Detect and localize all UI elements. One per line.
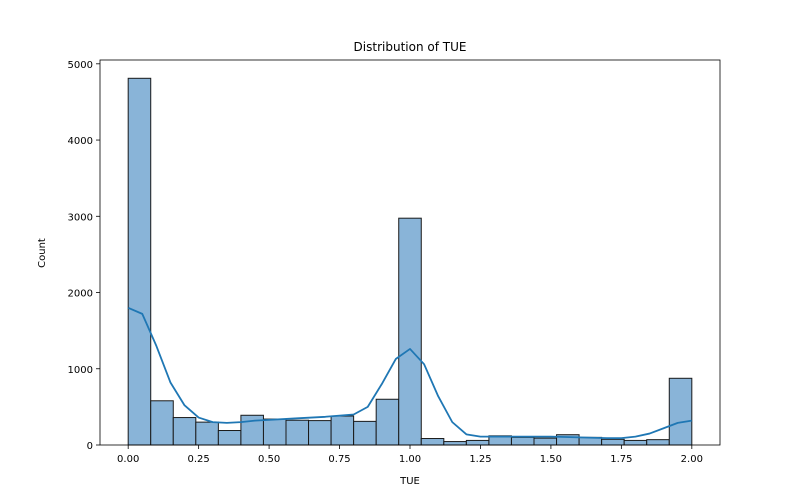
histogram-bars xyxy=(127,77,693,446)
x-tick-label: 0.25 xyxy=(188,454,210,465)
chart-title: Distribution of TUE xyxy=(354,40,467,54)
histogram-bar xyxy=(353,420,377,446)
x-tick-label: 1.50 xyxy=(540,454,562,465)
x-tick-label: 2.00 xyxy=(681,454,703,465)
kde-curve xyxy=(127,306,692,440)
x-tick-label: 1.25 xyxy=(469,454,491,465)
histogram-bar xyxy=(127,77,152,446)
x-axis-ticks: 0.00 0.25 0.50 0.75 1.00 1.25 1.50 1.75 2.00 xyxy=(117,445,703,465)
histogram-bar xyxy=(510,436,535,446)
histogram-bar xyxy=(623,439,648,446)
y-tick-label: 0 xyxy=(87,441,93,452)
y-tick-label: 2000 xyxy=(68,289,93,300)
histogram-bar xyxy=(465,439,490,446)
histogram-bar xyxy=(195,421,219,446)
y-axis-label: Count xyxy=(37,238,48,268)
x-tick-label: 0.00 xyxy=(117,454,139,465)
histogram-bar xyxy=(668,377,693,446)
histogram-bar xyxy=(308,420,332,446)
histogram-bar xyxy=(443,441,467,446)
histogram-bar xyxy=(150,400,174,446)
histogram-bar xyxy=(262,418,287,446)
y-tick-label: 3000 xyxy=(68,212,93,223)
x-tick-label: 1.75 xyxy=(610,454,632,465)
x-tick-label: 0.50 xyxy=(258,454,280,465)
histogram-bar xyxy=(420,438,445,446)
histogram-bar xyxy=(533,437,558,446)
x-tick-label: 1.00 xyxy=(399,454,421,465)
histogram-bar xyxy=(217,430,242,446)
y-axis-ticks: 0 1000 2000 3000 4000 5000 xyxy=(68,60,100,452)
x-tick-label: 0.75 xyxy=(328,454,350,465)
x-axis-label: TUE xyxy=(399,476,420,487)
histogram-bar xyxy=(601,438,625,446)
y-tick-label: 4000 xyxy=(68,136,93,147)
histogram-bar xyxy=(172,417,197,446)
histogram-bar xyxy=(398,217,422,446)
y-tick-label: 1000 xyxy=(68,365,93,376)
y-tick-label: 5000 xyxy=(68,60,93,71)
histogram-bar xyxy=(375,398,400,446)
histogram-bar xyxy=(646,439,670,446)
histogram-bar xyxy=(285,419,310,446)
histogram-bar xyxy=(330,415,355,446)
